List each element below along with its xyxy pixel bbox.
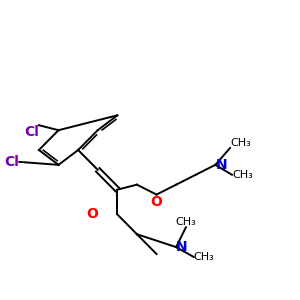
- Text: CH₃: CH₃: [232, 170, 253, 180]
- Text: O: O: [151, 195, 163, 209]
- Text: CH₃: CH₃: [230, 138, 251, 148]
- Text: N: N: [215, 158, 227, 172]
- Text: N: N: [176, 240, 188, 254]
- Text: CH₃: CH₃: [176, 217, 196, 227]
- Text: CH₃: CH₃: [194, 252, 214, 262]
- Text: O: O: [86, 207, 98, 221]
- Text: Cl: Cl: [24, 125, 39, 139]
- Text: Cl: Cl: [4, 155, 19, 169]
